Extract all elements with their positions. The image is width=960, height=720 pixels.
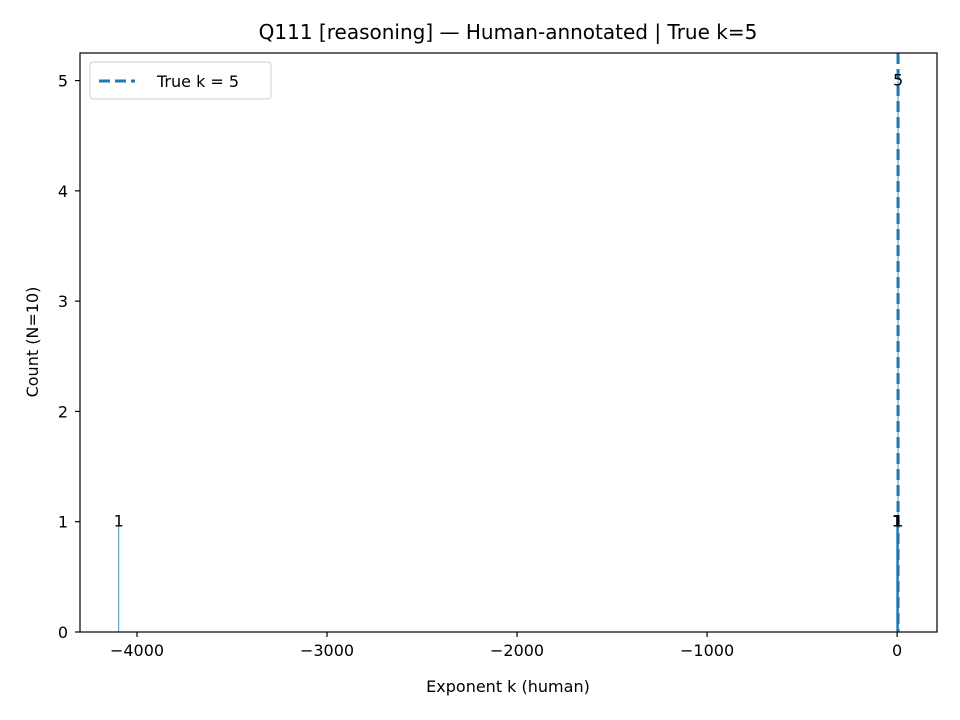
x-tick-label: −2000 [490, 641, 544, 660]
bar [898, 521, 899, 632]
y-tick-label: 0 [58, 623, 68, 642]
x-axis-label: Exponent k (human) [426, 677, 590, 696]
bar-data-label: 1 [892, 512, 902, 531]
chart-title: Q111 [reasoning] — Human-annotated | Tru… [259, 20, 758, 44]
y-tick-label: 2 [58, 402, 68, 421]
legend-box [89, 61, 272, 100]
x-tick-label: −4000 [110, 641, 164, 660]
bar-data-label: 1 [892, 512, 902, 531]
y-tick-label: 4 [58, 182, 68, 201]
y-tick-label: 5 [58, 72, 68, 91]
legend: True k = 5 [89, 61, 272, 100]
y-tick-label: 1 [58, 513, 68, 532]
bar [897, 80, 899, 633]
bar-data-label: 1 [114, 512, 124, 531]
x-tick-label: −1000 [680, 641, 734, 660]
legend-entry: True k = 5 [156, 72, 239, 91]
y-axis-label: Count (N=10) [23, 287, 42, 398]
bars-layer [118, 80, 899, 633]
x-tick-label: −3000 [300, 641, 354, 660]
y-axis: 0 1 2 3 4 5 [58, 72, 80, 642]
plot-frame [79, 52, 938, 633]
bar-data-label: 5 [893, 71, 903, 90]
y-tick-label: 3 [58, 292, 68, 311]
bar-data-label: 1 [892, 512, 902, 531]
bar [897, 521, 898, 632]
x-axis: −4000 −3000 −2000 −1000 0 [110, 632, 902, 660]
x-tick-label: 0 [892, 641, 902, 660]
bar-data-label: 1 [893, 512, 903, 531]
bar [118, 521, 120, 632]
